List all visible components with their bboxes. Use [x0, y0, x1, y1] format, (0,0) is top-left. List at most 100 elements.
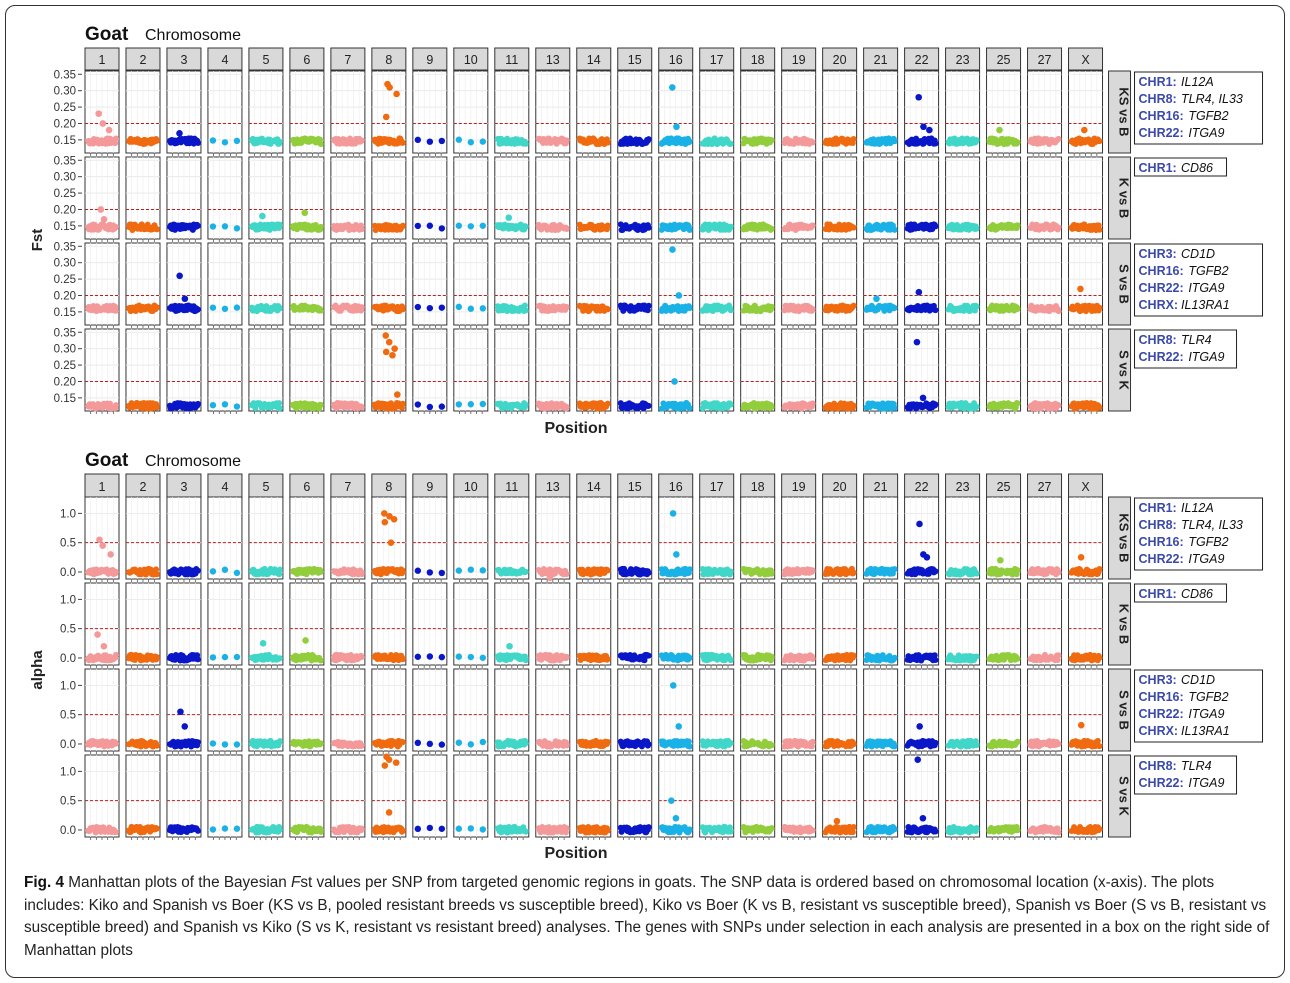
- gene-chr-label: CHR22:: [1139, 281, 1184, 295]
- snp-outlier: [913, 338, 921, 346]
- snp-point: [221, 139, 229, 146]
- snp-point: [891, 138, 898, 145]
- snp-outlier: [1081, 126, 1088, 134]
- snp-point: [522, 140, 529, 147]
- snp-point: [645, 136, 652, 143]
- gene-chr-label: CHR3:: [1139, 247, 1177, 261]
- panel-SvsB-chr-14: [576, 242, 612, 328]
- panel-KvsB-chr-14: [576, 156, 612, 242]
- snp-outlier: [391, 345, 398, 352]
- snp-point: [1096, 138, 1103, 145]
- strip-label-chr-25: 25: [997, 53, 1011, 67]
- snp-point: [973, 303, 980, 310]
- panel-SvsB-chr-23: [945, 242, 981, 328]
- gene-chr-label: CHR22:: [1139, 126, 1184, 140]
- snp-point: [209, 304, 217, 311]
- snp-point: [604, 306, 611, 313]
- snp-outlier: [176, 130, 183, 137]
- strip-label-chr-3: 3: [180, 53, 187, 67]
- panel-SvsK-chr-7: [330, 328, 366, 414]
- panel-KSvsB-chr-22: [904, 70, 940, 156]
- snp-outlier: [386, 84, 393, 91]
- panel-KSvsB-chr-17: [699, 70, 735, 156]
- panel-row-2: 0.35 0.30 0.25 0.20 0.15 K vs B CHR1: CD86: [54, 155, 1228, 242]
- snp-point: [891, 226, 898, 233]
- strip-chr-20: [822, 47, 858, 71]
- snp-point: [414, 303, 422, 311]
- panel-KSvsB-chr-11: [494, 70, 530, 156]
- snp-outlier: [919, 394, 927, 402]
- snp-point: [563, 303, 570, 310]
- snp-point: [479, 400, 487, 408]
- snp-outlier: [505, 214, 513, 221]
- panel-KSvsB-chr-20: [822, 70, 858, 156]
- snp-point: [194, 306, 201, 313]
- snp-outlier: [95, 110, 102, 117]
- snp-point: [727, 401, 734, 408]
- snp-outlier: [181, 295, 189, 303]
- snp-point: [809, 222, 816, 229]
- panel-SvsK-chr-22: [904, 328, 940, 414]
- snp-point: [686, 227, 693, 234]
- x-axis-label: Position: [544, 420, 607, 437]
- panel-SvsK-chr-10: [453, 328, 489, 414]
- snp-point: [221, 223, 229, 230]
- snp-point: [479, 305, 487, 312]
- snp-point: [932, 307, 939, 314]
- snp-point: [112, 140, 119, 147]
- panel-SvsB-chr-4: [207, 242, 243, 328]
- panel-SvsB-chr-18: [740, 242, 776, 328]
- panel-KvsB-chr-7: [330, 156, 366, 242]
- snp-point: [153, 304, 160, 311]
- snp-outlier: [100, 216, 108, 223]
- panel-SvsB-chr-10: [453, 242, 489, 328]
- panel-SvsK-chr-1: [84, 328, 120, 414]
- gene-name: TLR4, IL33: [1181, 92, 1243, 106]
- snp-point: [358, 304, 365, 311]
- panel-KvsB-chr-5: [248, 156, 284, 242]
- panel-row-4: 0.35 0.30 0.25 0.20 0.15 S vs K CHR8: TLR4 CHR22…: [54, 327, 1238, 414]
- snp-point: [1055, 308, 1062, 315]
- panel-SvsB-chr-13: [535, 242, 571, 328]
- snp-point: [317, 141, 324, 148]
- snp-point: [153, 226, 160, 233]
- y-tick-label: 0.30: [54, 86, 76, 98]
- snp-point: [467, 139, 475, 146]
- panel-KSvsB-chr-13: [535, 70, 571, 156]
- snp-outlier: [996, 126, 1003, 134]
- panel-SvsK-chr-5: [248, 328, 284, 414]
- gene-name: CD1D: [1181, 247, 1215, 261]
- snp-point: [358, 404, 365, 411]
- y-tick-label: 0.35: [54, 69, 76, 81]
- panel-SvsB-chr-17: [699, 242, 735, 328]
- snp-point: [521, 302, 528, 309]
- panel-SvsK-chr-18: [740, 328, 776, 414]
- strip-label-chr-9: 9: [426, 53, 433, 67]
- panel-SvsB-chr-2: [125, 242, 161, 328]
- snp-point: [467, 305, 475, 312]
- snp-point: [233, 225, 241, 232]
- y-tick-label: 0.25: [54, 188, 76, 200]
- panel-KSvsB-chr-27: [1027, 70, 1063, 156]
- panel-SvsK-chr-6: [289, 328, 325, 414]
- panel-KSvsB-chr-25: [986, 70, 1022, 156]
- panel-KSvsB-chr-9: [412, 70, 448, 156]
- snp-point: [850, 402, 857, 409]
- panel-KSvsB-chr-1: [84, 70, 120, 156]
- panel-KSvsB-chr-18: [740, 70, 776, 156]
- panel-KvsB-chr-22: [904, 156, 940, 242]
- strip-chr-9: [412, 47, 448, 71]
- snp-outlier: [915, 288, 923, 296]
- snp-point: [414, 136, 422, 144]
- snp-point: [194, 400, 201, 407]
- snp-point: [686, 138, 693, 145]
- panel-KvsB-chr-X: [1068, 156, 1104, 242]
- panel-SvsB-chr-6: [289, 242, 325, 328]
- snp-point: [563, 226, 570, 233]
- snp-point: [604, 400, 611, 407]
- panel-SvsB-chr-19: [781, 242, 817, 328]
- snp-outlier: [382, 348, 390, 356]
- panel-KvsB-chr-9: [412, 156, 448, 242]
- strip-chr-25: [986, 47, 1022, 71]
